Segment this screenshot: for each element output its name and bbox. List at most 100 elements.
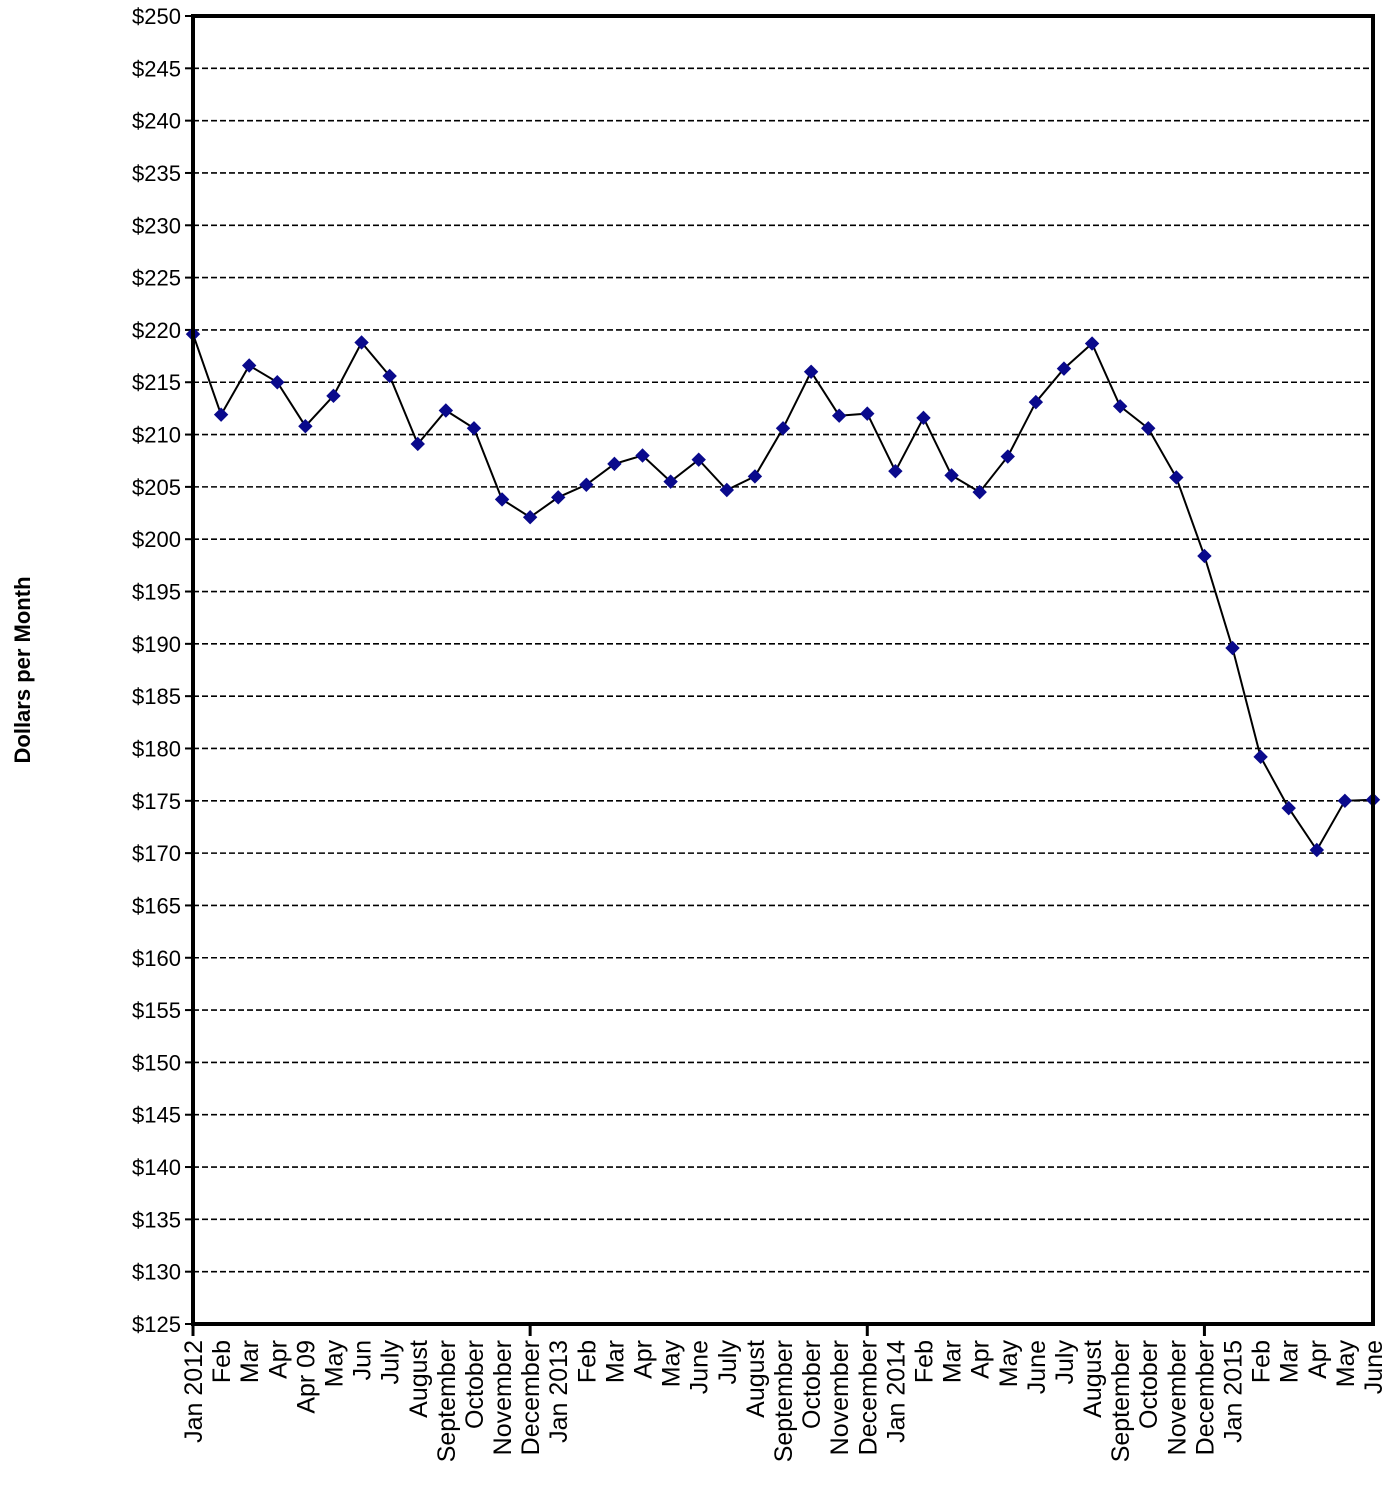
x-tick-label: December	[1191, 1340, 1219, 1455]
x-tick-label: Jan 2013	[545, 1340, 573, 1443]
data-point	[1141, 421, 1156, 436]
gridlines	[193, 67, 1373, 1273]
x-tick-label: June	[686, 1340, 714, 1394]
x-tick-label: Apr 09	[292, 1340, 320, 1414]
data-point	[831, 408, 847, 423]
data-point	[747, 469, 763, 484]
y-tick-label: $135	[132, 1207, 181, 1232]
x-tick-label: Mar	[1276, 1340, 1304, 1383]
data-point	[494, 492, 510, 507]
y-tick-label: $170	[132, 841, 181, 866]
x-tick-label: Mar	[601, 1340, 629, 1383]
x-tick-label: May	[320, 1340, 348, 1388]
y-tick-label: $205	[132, 475, 181, 500]
series-layer	[185, 326, 1381, 858]
x-tick-label: June	[1023, 1340, 1051, 1394]
data-point	[438, 403, 454, 418]
x-tick-label: October	[461, 1340, 489, 1429]
data-point	[1169, 470, 1184, 485]
data-point	[1337, 793, 1353, 809]
data-point	[1281, 800, 1296, 816]
x-tick-label: Jan 2015	[1220, 1340, 1248, 1443]
y-tick-label: $140	[132, 1155, 181, 1180]
y-tick-label: $245	[132, 56, 181, 81]
data-point	[522, 510, 538, 525]
x-tick-label: December	[854, 1340, 882, 1455]
data-point	[916, 410, 931, 426]
x-tick-label: July	[1051, 1340, 1079, 1385]
y-tick-label: $155	[132, 998, 181, 1023]
y-tick-label: $160	[132, 946, 181, 971]
data-point	[1056, 361, 1072, 376]
data-point	[663, 474, 678, 489]
x-tick-label: Apr	[967, 1340, 995, 1379]
data-point	[1112, 399, 1128, 414]
x-tick-label: September	[433, 1340, 461, 1462]
data-point	[326, 388, 341, 404]
data-point	[972, 484, 987, 500]
data-point	[1084, 336, 1100, 351]
x-tick-label: July	[377, 1340, 405, 1385]
data-point	[1253, 749, 1268, 765]
y-tick-label: $145	[132, 1103, 181, 1128]
y-tick-label: $220	[132, 318, 181, 343]
x-tick-label: Apr	[1304, 1340, 1332, 1379]
x-tick-label: Feb	[1248, 1340, 1276, 1383]
x-tick-label: June	[1360, 1340, 1388, 1394]
x-axis-ticks: Jan 2012 Feb Mar Apr Apr 09 May Jun July August S…	[180, 1324, 1388, 1462]
x-tick-label: May	[1332, 1340, 1360, 1388]
data-point	[213, 407, 229, 422]
x-tick-label: September	[1107, 1340, 1135, 1462]
data-point	[1000, 449, 1015, 464]
y-tick-label: $210	[132, 423, 181, 448]
x-tick-label: July	[714, 1340, 742, 1385]
data-point	[410, 436, 425, 452]
data-point	[803, 364, 819, 379]
x-tick-label: Feb	[910, 1340, 938, 1383]
y-axis-ticks: $125 $130 $135 $140 $145 $150 $155 $160 $165 $170…	[132, 4, 193, 1337]
y-tick-label: $230	[132, 213, 181, 238]
y-tick-label: $250	[132, 4, 181, 29]
x-tick-label: Feb	[573, 1340, 601, 1383]
data-point	[466, 421, 482, 436]
data-point	[888, 463, 903, 479]
x-tick-label: September	[770, 1340, 798, 1462]
x-tick-label: Feb	[208, 1340, 236, 1383]
data-point	[691, 452, 706, 467]
data-point	[635, 448, 650, 463]
x-tick-label: Jun	[349, 1340, 377, 1380]
data-point	[270, 375, 285, 390]
y-tick-label: $175	[132, 789, 181, 814]
y-tick-label: $200	[132, 527, 181, 552]
data-point	[775, 421, 791, 436]
x-tick-label: August	[742, 1340, 770, 1418]
y-tick-label: $195	[132, 580, 181, 605]
data-point	[1225, 640, 1240, 656]
x-tick-label: December	[517, 1340, 545, 1455]
y-axis-label: Dollars per Month	[10, 576, 35, 763]
data-point	[1309, 842, 1325, 858]
y-tick-label: $150	[132, 1050, 181, 1075]
y-tick-label: $125	[132, 1312, 181, 1337]
y-tick-label: $190	[132, 632, 181, 657]
data-point	[1197, 548, 1212, 564]
data-point	[382, 368, 397, 384]
y-tick-label: $180	[132, 736, 181, 761]
data-point	[719, 482, 735, 498]
x-tick-label: Jan 2012	[180, 1340, 208, 1443]
x-tick-label: Jan 2014	[882, 1340, 910, 1443]
x-tick-label: November	[489, 1340, 517, 1455]
x-tick-label: November	[826, 1340, 854, 1455]
x-tick-label: October	[798, 1340, 826, 1429]
x-tick-label: November	[1163, 1340, 1191, 1455]
data-point	[860, 406, 875, 421]
y-tick-label: $240	[132, 109, 181, 134]
x-tick-label: Mar	[939, 1340, 967, 1383]
x-tick-label: May	[995, 1340, 1023, 1388]
y-tick-label: $235	[132, 161, 181, 186]
y-tick-label: $215	[132, 370, 181, 395]
plot-area-frame	[191, 14, 1375, 1326]
data-point	[1028, 394, 1044, 410]
